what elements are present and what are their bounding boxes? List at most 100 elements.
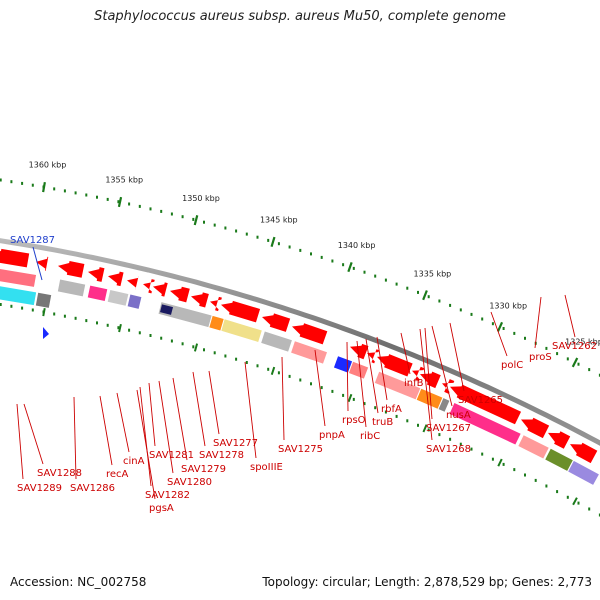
tick-dot: [577, 501, 580, 505]
tick-dot: [342, 393, 345, 397]
tick-dot: [363, 270, 366, 274]
tick-dot: [374, 274, 377, 278]
tick-dot: [160, 336, 163, 340]
gene-block: [374, 371, 421, 400]
tick-dot: [160, 209, 163, 213]
gene-label: SAV1280: [167, 477, 212, 488]
tick-dot: [149, 334, 152, 337]
kbp-tick: [270, 236, 276, 247]
gene-label: SAV1265: [458, 395, 503, 406]
cds-arrow: [292, 323, 328, 345]
tick-dot: [299, 378, 302, 382]
tick-dot: [352, 266, 355, 270]
kbp-tick: [42, 307, 46, 317]
kbp-tick: [270, 366, 276, 375]
kbp-tick: [422, 424, 428, 433]
tick-dot: [481, 452, 484, 456]
cds-arrow: [170, 286, 190, 303]
kbp-label: 1330 kbp: [489, 302, 527, 311]
tick-dot: [31, 308, 34, 312]
tick-dot: [352, 397, 355, 401]
tick-dot: [74, 316, 77, 320]
tick-dot: [491, 322, 494, 326]
cds-arrow: [570, 442, 598, 464]
cds-arrow: [210, 296, 222, 312]
kbp-tick: [572, 497, 578, 506]
tick-dot: [299, 248, 302, 252]
gene-block: [0, 286, 37, 306]
cds-arrow: [377, 354, 413, 377]
gene-label: polC: [501, 360, 523, 371]
gene-block: [438, 398, 450, 412]
tick-dot: [277, 371, 280, 375]
gene-label: SAV1278: [199, 450, 244, 461]
tick-dot: [245, 361, 248, 364]
map-labels: 1325 kbp 1330 kbp 1335 kbp 1340 kbp 1345 kbp…: [10, 160, 600, 514]
kbp-tick: [496, 321, 504, 332]
gene-label: ribC: [360, 431, 380, 442]
kbp-tick: [117, 196, 123, 208]
gene-label: SAV1277: [213, 438, 258, 449]
tick-dot: [128, 202, 131, 206]
gene-label: recA: [106, 469, 129, 480]
tick-dot: [320, 386, 323, 390]
cds-arrow: [143, 279, 155, 294]
tick-dot: [459, 442, 462, 446]
cds-arrow: [367, 349, 380, 364]
gene-leader-line: [23, 403, 44, 465]
tick-dot: [96, 195, 98, 199]
tick-dot: [363, 402, 366, 406]
tick-dot: [277, 242, 280, 246]
tick-dot: [267, 238, 270, 242]
cds-arrow: [108, 271, 124, 287]
tick-dot: [170, 212, 173, 216]
gene-label: cinA: [123, 456, 145, 467]
tick-dot: [588, 368, 591, 372]
tick-dot: [545, 346, 548, 350]
cds-arrow: [153, 282, 168, 297]
tick-dot: [149, 207, 152, 211]
tick-dot: [53, 187, 56, 191]
tick-dot: [63, 189, 66, 193]
gene-leader-line: [431, 325, 453, 407]
tick-dot: [0, 178, 2, 182]
tick-dot: [395, 282, 398, 286]
tick-dot: [10, 180, 13, 184]
tick-dot: [481, 317, 484, 321]
tick-dot: [213, 223, 216, 227]
cds-arrow: [262, 313, 291, 332]
tick-dot: [192, 345, 195, 349]
tick-dot: [331, 389, 334, 393]
tick-dot: [21, 181, 24, 185]
gene-leader-line: [192, 371, 206, 447]
tick-dot: [556, 352, 559, 356]
gene-block: [348, 361, 369, 379]
tick-dot: [235, 357, 238, 361]
tick-dot: [417, 423, 419, 427]
tick-dot: [74, 191, 77, 195]
tick-dot: [470, 312, 473, 316]
kbp-tick: [571, 357, 579, 368]
gene-block: [291, 341, 328, 364]
cds-arrow: [548, 431, 571, 449]
accession-text: Accession: NC_002758: [10, 575, 147, 589]
gene-leader-line: [136, 389, 156, 500]
tick-dot: [438, 299, 441, 303]
gene-label: spoIIIE: [250, 462, 283, 473]
tick-dot: [374, 406, 377, 410]
gene-block: [333, 356, 353, 373]
gene-block: [416, 388, 443, 409]
gene-label: pgsA: [149, 503, 174, 514]
tick-dot: [513, 468, 516, 472]
gene-leader-line: [244, 361, 257, 459]
kbp-label: 1355 kbp: [105, 176, 143, 185]
tick-dot: [245, 232, 248, 236]
genome-backbone: [0, 238, 600, 446]
gene-block: [87, 285, 108, 302]
gene-label: SAV1268: [426, 444, 471, 455]
kbp-label: 1340 kbp: [338, 241, 376, 250]
gene-leader-line: [419, 328, 433, 441]
tick-dot: [545, 484, 548, 488]
gene-label: truB: [372, 417, 393, 428]
